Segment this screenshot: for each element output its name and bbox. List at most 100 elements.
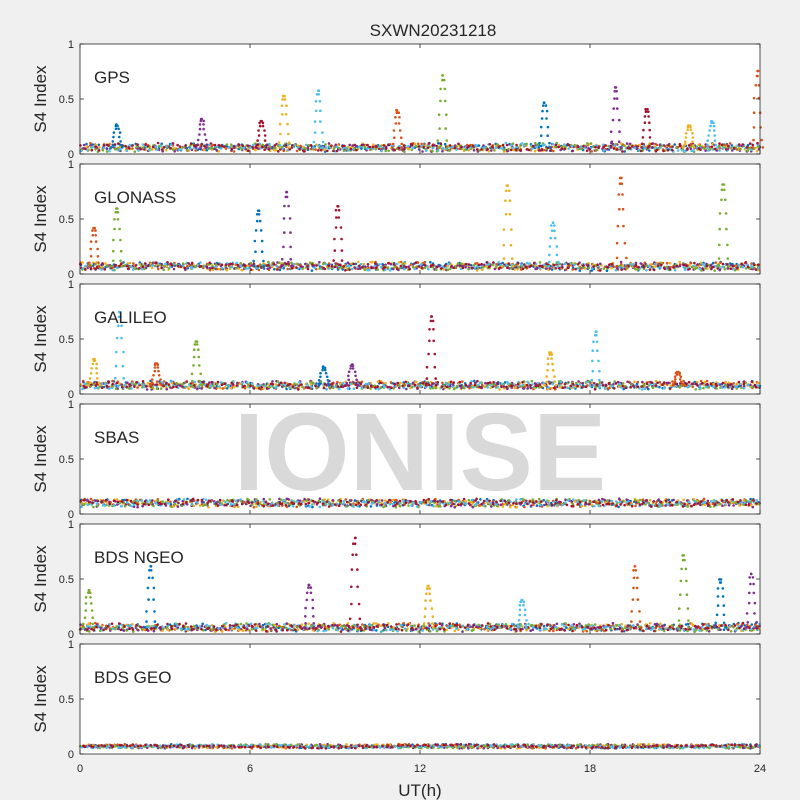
- data-point: [143, 262, 147, 265]
- peak-point: [752, 96, 756, 100]
- data-point: [452, 266, 456, 270]
- data-point: [429, 260, 432, 264]
- data-point: [610, 384, 614, 388]
- peak-point: [625, 265, 628, 268]
- data-point: [547, 386, 550, 389]
- peak-point: [618, 207, 621, 211]
- data-point: [442, 268, 446, 271]
- data-point: [483, 146, 486, 149]
- data-point: [156, 141, 160, 145]
- peak-point: [554, 383, 558, 387]
- data-point: [552, 386, 556, 390]
- data-point: [143, 267, 146, 271]
- data-point: [295, 383, 299, 386]
- data-point: [610, 266, 613, 270]
- peak-point: [434, 377, 438, 380]
- data-point: [524, 265, 528, 269]
- peak-point: [686, 128, 689, 131]
- data-point: [532, 261, 536, 265]
- peak-point: [438, 127, 441, 130]
- data-point: [208, 261, 211, 265]
- peak-point: [111, 140, 115, 143]
- data-point: [651, 266, 655, 269]
- peak-point: [284, 113, 288, 116]
- data-point: [594, 145, 597, 149]
- peak-point: [118, 227, 121, 231]
- data-point: [574, 267, 577, 271]
- peak-point: [335, 216, 338, 219]
- data-point: [654, 265, 657, 268]
- data-point: [165, 382, 168, 385]
- data-point: [223, 382, 227, 386]
- peak-point: [334, 208, 338, 212]
- peak-point: [428, 328, 431, 331]
- peak-point: [114, 364, 118, 368]
- data-point: [260, 266, 263, 269]
- peak-point: [88, 265, 91, 268]
- data-point: [303, 146, 307, 150]
- data-point: [738, 148, 741, 151]
- data-point: [713, 269, 716, 272]
- data-point: [586, 142, 589, 145]
- data-point: [265, 387, 269, 390]
- peak-point: [96, 247, 99, 251]
- peak-point: [259, 229, 263, 232]
- peak-point: [287, 204, 290, 208]
- peak-point: [353, 370, 357, 374]
- data-point: [480, 383, 484, 387]
- peak-point: [283, 204, 286, 208]
- data-point: [155, 383, 159, 386]
- peak-point: [710, 119, 713, 123]
- data-point: [601, 384, 605, 387]
- data-point: [97, 145, 101, 149]
- data-point: [344, 146, 348, 150]
- peak-point: [264, 146, 268, 149]
- data-point: [266, 267, 270, 271]
- data-point: [586, 380, 589, 384]
- data-point: [691, 149, 695, 153]
- data-point: [221, 267, 224, 270]
- data-point: [85, 145, 88, 148]
- data-point: [172, 385, 175, 389]
- data-point: [467, 149, 471, 152]
- data-point: [613, 387, 616, 390]
- data-point: [647, 502, 651, 505]
- data-point: [487, 265, 491, 269]
- data-point: [160, 148, 164, 151]
- peak-point: [706, 146, 709, 149]
- peak-point: [319, 109, 322, 113]
- data-point: [94, 267, 97, 271]
- data-point: [382, 144, 386, 147]
- data-point: [414, 261, 418, 265]
- data-point: [626, 380, 629, 384]
- data-point: [682, 265, 685, 269]
- data-point: [162, 145, 166, 149]
- data-point: [724, 380, 727, 384]
- peak-point: [591, 359, 594, 363]
- data-point: [654, 384, 657, 388]
- peak-point: [205, 146, 208, 149]
- data-point: [668, 267, 672, 271]
- data-point: [431, 382, 434, 385]
- figure-title: SXWN20231218: [370, 21, 497, 40]
- data-point: [402, 144, 406, 147]
- peak-point: [261, 124, 265, 128]
- data-point: [534, 384, 537, 388]
- peak-point: [120, 336, 123, 340]
- data-point: [651, 386, 655, 390]
- peak-point: [555, 253, 559, 257]
- data-point: [502, 385, 506, 388]
- data-point: [573, 263, 576, 267]
- peak-point: [553, 375, 556, 378]
- peak-point: [345, 381, 349, 385]
- peak-point: [683, 144, 686, 147]
- data-point: [621, 150, 624, 153]
- peak-point: [330, 265, 334, 268]
- data-point: [720, 143, 724, 146]
- data-point: [383, 266, 387, 269]
- peak-point: [500, 265, 504, 268]
- peak-point: [314, 109, 318, 113]
- data-point: [529, 384, 532, 387]
- peak-point: [615, 241, 619, 245]
- peak-point: [123, 383, 127, 387]
